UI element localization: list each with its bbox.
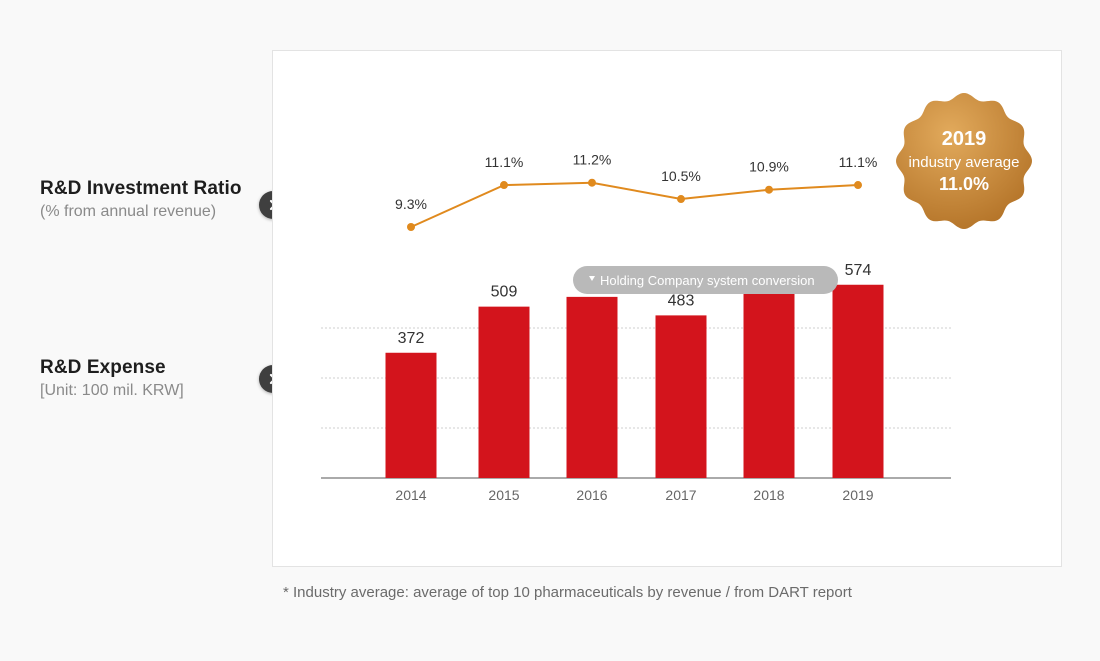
- ratio-value-label-2017: 10.5%: [661, 168, 701, 184]
- ratio-point-2014: [407, 223, 415, 231]
- x-tick-label-2016: 2016: [576, 487, 607, 503]
- bar-2015: [478, 306, 530, 478]
- bar-2019: [832, 284, 884, 478]
- x-tick-label-2014: 2014: [395, 487, 426, 503]
- badge-shape: [896, 93, 1032, 229]
- caret-down-icon: [589, 276, 595, 281]
- x-tick-label-2019: 2019: [842, 487, 873, 503]
- bar-value-label-2014: 372: [398, 330, 425, 347]
- conversion-note: Holding Company system conversion: [600, 273, 815, 288]
- bar-2016: [566, 296, 618, 478]
- ratio-value-label-2014: 9.3%: [395, 196, 427, 212]
- ratio-line: [410, 181, 859, 228]
- bar-2017: [655, 315, 707, 478]
- badge-year: 2019: [942, 128, 987, 150]
- bar-value-label-2015: 509: [491, 284, 518, 301]
- x-tick-label-2015: 2015: [488, 487, 519, 503]
- ratio-subtitle: (% from annual revenue): [40, 203, 217, 220]
- bar-2014: [385, 352, 437, 478]
- chart-panel: 3722014509201553820164832017547201857420…: [272, 50, 1062, 567]
- ratio-title: R&D Investment Ratio: [40, 178, 242, 199]
- x-tick-label-2018: 2018: [753, 487, 784, 503]
- ratio-point-2018: [765, 185, 773, 194]
- conversion-pill: Holding Company system conversion: [573, 266, 838, 294]
- ratio-value-label-2018: 10.9%: [749, 159, 789, 175]
- chart-svg: 3722014509201553820164832017547201857420…: [321, 93, 1032, 503]
- badge-value: 11.0%: [939, 174, 989, 194]
- expense-legend: R&D Expense [Unit: 100 mil. KRW]: [40, 357, 184, 400]
- badge-label: industry average: [909, 154, 1020, 171]
- ratio-value-label-2019: 11.1%: [839, 154, 878, 170]
- industry-average-badge: 2019 industry average 11.0%: [896, 93, 1032, 229]
- footnote: * Industry average: average of top 10 ph…: [283, 584, 852, 601]
- expense-subtitle: [Unit: 100 mil. KRW]: [40, 382, 184, 399]
- ratio-legend: R&D Investment Ratio (% from annual reve…: [40, 178, 242, 221]
- bar-value-label-2019: 574: [845, 262, 872, 279]
- bar-2018: [743, 293, 795, 478]
- ratio-value-label-2016: 11.2%: [573, 152, 612, 168]
- ratio-point-2019: [854, 181, 862, 190]
- x-tick-label-2017: 2017: [665, 487, 696, 503]
- ratio-point-2015: [500, 181, 508, 190]
- ratio-value-label-2015: 11.1%: [485, 154, 524, 170]
- ratio-point-2016: [588, 178, 596, 187]
- ratio-point-2017: [677, 195, 685, 204]
- bar-value-label-2017: 483: [668, 292, 695, 309]
- expense-title: R&D Expense: [40, 357, 166, 378]
